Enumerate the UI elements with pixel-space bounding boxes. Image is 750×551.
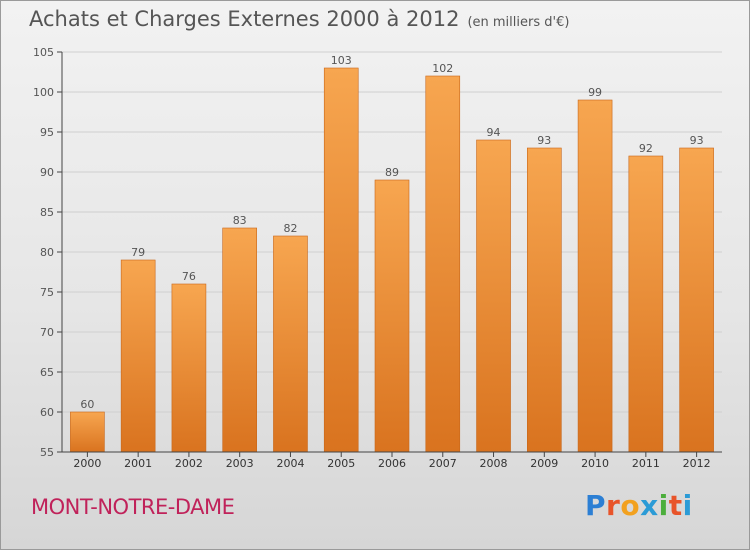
logo-letter: x (640, 489, 659, 522)
commune-name: MONT-NOTRE-DAME (31, 495, 235, 519)
bar (171, 283, 207, 453)
x-tick-label: 2011 (632, 457, 660, 470)
bar (577, 99, 613, 453)
bar-value-label: 82 (283, 222, 297, 235)
title-unit: (en milliers d'€) (467, 15, 570, 30)
y-tick-label: 55 (40, 446, 54, 459)
bar (679, 147, 714, 453)
bar-value-label: 89 (385, 166, 399, 179)
x-tick-label: 2012 (683, 457, 711, 470)
bar (628, 155, 664, 453)
logo-letter: i (658, 489, 669, 522)
logo-letter: o (620, 489, 641, 522)
x-tick-label: 2004 (276, 457, 304, 470)
bar (476, 139, 511, 453)
bar-value-label: 60 (80, 398, 94, 411)
x-tick-label: 2000 (73, 457, 101, 470)
bar-value-label: 76 (182, 270, 196, 283)
bar-value-label: 92 (639, 142, 653, 155)
y-tick-label: 60 (40, 406, 54, 419)
proxiti-logo[interactable]: Proxiti (585, 489, 693, 522)
x-tick-label: 2002 (175, 457, 203, 470)
x-tick-label: 2007 (429, 457, 457, 470)
x-tick-label: 2006 (378, 457, 406, 470)
x-tick-label: 2005 (327, 457, 355, 470)
y-tick-label: 65 (40, 366, 54, 379)
logo-letter: r (606, 489, 621, 522)
bar-value-label: 103 (331, 54, 352, 67)
bar (374, 179, 410, 453)
x-tick-label: 2008 (480, 457, 508, 470)
bar-value-label: 99 (588, 86, 602, 99)
bar (425, 75, 461, 453)
bar (273, 235, 308, 453)
bar-value-label: 93 (690, 134, 704, 147)
y-tick-label: 80 (40, 246, 54, 259)
x-tick-label: 2010 (581, 457, 609, 470)
x-tick-label: 2009 (530, 457, 558, 470)
bar-value-label: 102 (432, 62, 453, 75)
title-text: Achats et Charges Externes 2000 à 2012 (29, 7, 460, 31)
labels: 55 60 65 70 75 80 85 90 95 100 105 60 2000 79 2001 76 20… (33, 46, 711, 470)
bar-value-label: 94 (487, 126, 501, 139)
bar (70, 411, 105, 453)
y-tick-label: 85 (40, 206, 54, 219)
bar-value-label: 83 (233, 214, 247, 227)
logo-letter: P (585, 489, 607, 522)
x-tick-label: 2001 (124, 457, 152, 470)
chart-title: Achats et Charges Externes 2000 à 2012 (e… (29, 7, 569, 31)
y-tick-label: 100 (33, 86, 54, 99)
bars (70, 67, 714, 453)
bar (323, 67, 359, 453)
axes (57, 51, 722, 457)
bar (222, 227, 257, 453)
y-tick-label: 75 (40, 286, 54, 299)
x-tick-label: 2003 (226, 457, 254, 470)
bar (120, 259, 156, 453)
y-tick-label: 105 (33, 46, 54, 59)
y-tick-label: 90 (40, 166, 54, 179)
bar-value-label: 79 (131, 246, 145, 259)
logo-letter: t (668, 489, 683, 522)
y-tick-label: 95 (40, 126, 54, 139)
bar-value-label: 93 (537, 134, 551, 147)
logo-letter: i (682, 489, 693, 522)
y-tick-label: 70 (40, 326, 54, 339)
bar (527, 147, 562, 453)
